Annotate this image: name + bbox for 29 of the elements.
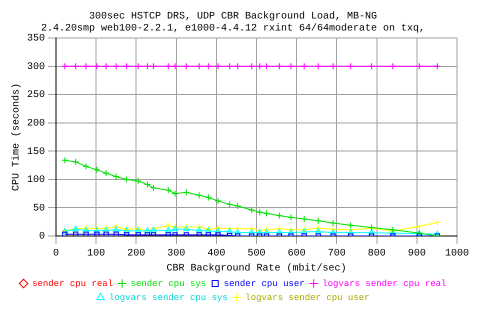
legend-label: logvars sender cpu user [245, 292, 370, 303]
y-tick-label: 250 [26, 90, 46, 102]
x-tick-label: 700 [328, 248, 346, 260]
legend-label: logvars sender cpu real [322, 278, 446, 289]
x-tick-label: 800 [368, 248, 386, 260]
y-tick-label: 200 [26, 118, 46, 130]
y-tick-label: 300 [26, 62, 46, 73]
x-tick-label: 400 [207, 248, 226, 260]
x-tick-label: 300 [167, 248, 186, 260]
y-axis-title: CPU Time (seconds) [10, 82, 23, 192]
y-tick-label: 0 [38, 232, 46, 243]
legend-label: sender cpu sys [130, 278, 206, 289]
x-tick-label: 600 [288, 248, 306, 260]
chart-subtitle: 2.4.20smp web100-2.2.1, e1000-4.4.12 rxint 64/64moderate on txq, [40, 22, 426, 35]
x-tick-label: 1000 [444, 248, 470, 260]
x-tick-label: 200 [127, 248, 146, 260]
x-tick-label: 100 [87, 248, 106, 260]
x-tick-label: 900 [408, 248, 426, 260]
x-axis-title: CBR Background Rate (mbit/sec) [166, 262, 347, 275]
y-tick-label: 150 [26, 146, 46, 158]
legend-label: sender cpu user [224, 278, 305, 289]
chart-title: 300sec HSTCP DRS, UDP CBR Background Load, MB-NG [88, 10, 378, 23]
x-tick-label: 0 [52, 248, 60, 260]
y-tick-label: 100 [26, 175, 46, 186]
y-tick-label: 350 [26, 34, 46, 45]
legend-label: sender cpu real [32, 278, 114, 289]
x-tick-label: 500 [247, 248, 266, 260]
legend-label: logvars sender cpu sys [108, 292, 228, 303]
y-tick-label: 50 [32, 203, 46, 214]
